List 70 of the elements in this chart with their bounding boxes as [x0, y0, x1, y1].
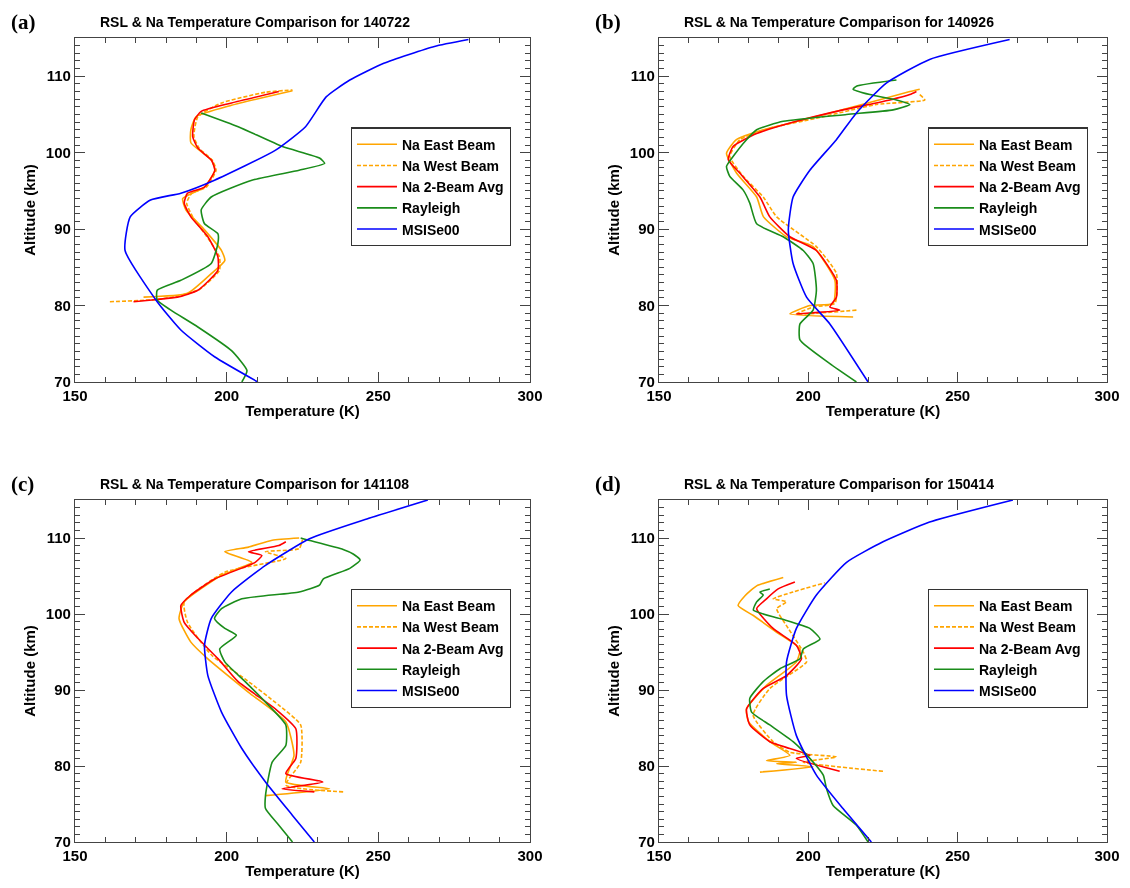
y-tick-label: 90	[638, 681, 655, 699]
x-tick-label: 200	[214, 847, 240, 865]
y-axis-title: Altitude (km)	[605, 164, 623, 256]
x-tick-label: 300	[1094, 847, 1120, 865]
chart-title: RSL & Na Temperature Comparison for 141108	[100, 476, 410, 492]
y-tick-label: 100	[629, 605, 655, 623]
chart-title: RSL & Na Temperature Comparison for 150414	[684, 476, 995, 492]
y-axis-title: Altitude (km)	[21, 625, 39, 717]
chart-title: RSL & Na Temperature Comparison for 140926	[684, 14, 995, 30]
x-tick-label: 250	[945, 387, 971, 405]
legend-label: Na 2-Beam Avg	[401, 640, 504, 657]
legend-label: Na West Beam	[978, 157, 1077, 174]
legend-label: Na 2-Beam Avg	[978, 640, 1081, 657]
legend-label: Na East Beam	[978, 136, 1073, 153]
text: (a)	[11, 10, 36, 34]
y-tick-label: 110	[46, 67, 71, 85]
legend-label: Na West Beam	[978, 619, 1077, 636]
y-tick-label: 80	[54, 296, 71, 314]
x-tick-label: 300	[517, 847, 543, 865]
y-tick-label: 100	[629, 143, 655, 161]
legend-label: MSISe00	[978, 682, 1037, 699]
y-axis-title: Altitude (km)	[21, 164, 39, 256]
legend-label: Na East Beam	[401, 598, 496, 615]
legend-label: Na East Beam	[978, 598, 1073, 615]
line-series	[745, 581, 841, 773]
x-tick-label: 250	[945, 847, 971, 865]
legend-label: Na 2-Beam Avg	[978, 179, 1081, 196]
text: (c)	[11, 472, 35, 496]
x-tick-label: 300	[1094, 387, 1120, 405]
y-tick-label: 90	[638, 220, 655, 238]
x-tick-label: 200	[795, 847, 821, 865]
legend-label: MSISe00	[401, 682, 460, 699]
y-tick-label: 100	[45, 143, 71, 161]
legend-label: MSISe00	[401, 221, 460, 238]
line-series	[725, 79, 911, 382]
text: (b)	[595, 10, 621, 34]
y-tick-label: 90	[54, 220, 71, 238]
x-axis-title: Temperature (K)	[245, 862, 360, 880]
x-tick-label: 250	[365, 387, 391, 405]
legend-label: Na West Beam	[401, 157, 500, 174]
line-series	[155, 112, 326, 382]
x-axis-title: Temperature (K)	[825, 402, 941, 420]
legend-label: MSISe00	[978, 221, 1037, 238]
line-series	[748, 588, 869, 842]
legend-label: Rayleigh	[978, 661, 1038, 678]
chart-title: RSL & Na Temperature Comparison for 140722	[100, 14, 411, 30]
legend-label: Rayleigh	[401, 200, 461, 217]
legend-label: Rayleigh	[401, 661, 461, 678]
y-tick-label: 80	[54, 757, 71, 775]
line-series	[213, 537, 361, 842]
text: (d)	[595, 472, 621, 496]
x-axis-title: Temperature (K)	[245, 402, 360, 420]
y-tick-label: 100	[45, 605, 71, 623]
x-axis-title: Temperature (K)	[825, 862, 941, 880]
y-tick-label: 110	[46, 529, 71, 547]
line-series	[132, 90, 280, 303]
y-tick-label: 90	[54, 681, 71, 699]
y-tick-label: 80	[638, 296, 655, 314]
legend-label: Na East Beam	[401, 136, 496, 153]
legend-label: Rayleigh	[978, 200, 1038, 217]
y-tick-label: 80	[638, 757, 655, 775]
y-tick-label: 110	[630, 67, 655, 85]
y-tick-label: 110	[630, 529, 655, 547]
legend-label: Na 2-Beam Avg	[401, 179, 504, 196]
x-tick-label: 300	[517, 387, 543, 405]
y-axis-title: Altitude (km)	[605, 625, 623, 717]
x-tick-label: 250	[365, 847, 391, 865]
x-tick-label: 200	[214, 387, 240, 405]
legend-label: Na West Beam	[401, 619, 500, 636]
x-tick-label: 200	[795, 387, 821, 405]
